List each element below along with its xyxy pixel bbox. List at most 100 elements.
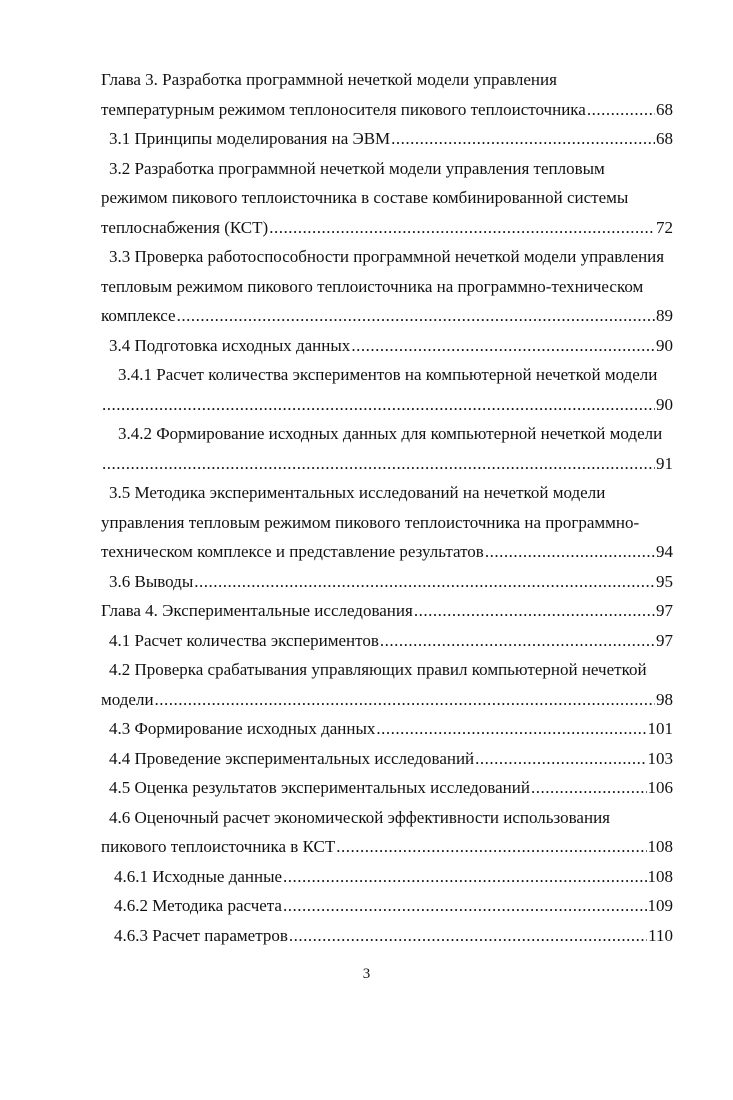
- toc-entry-title: комплексе: [101, 306, 176, 325]
- toc-page-number: 98: [656, 689, 673, 709]
- toc-entry-title: температурным режимом теплоносителя пико…: [101, 99, 586, 119]
- toc-page-number: 68: [656, 129, 673, 148]
- toc-entry-title: техническом комплексе и представление ре…: [101, 542, 484, 561]
- toc-line: 4.3 Формирование исходных данных 101: [101, 714, 673, 744]
- toc-line: модели 98: [101, 685, 673, 715]
- toc-entry[interactable]: 3.2 Разработка программной нечеткой моде…: [101, 154, 673, 243]
- toc-page-number: 89: [656, 306, 673, 325]
- toc-entry-title: 3.4 Подготовка исходных данных: [109, 335, 351, 355]
- dot-leader: [194, 567, 655, 597]
- toc-line: 4.6.3 Расчет параметров 110: [101, 921, 673, 951]
- toc-entry[interactable]: 4.5 Оценка результатов экспериментальных…: [101, 773, 673, 803]
- dot-leader: [587, 95, 655, 125]
- toc-entry-title: 4.6.1 Исходные данные: [114, 866, 283, 886]
- dot-leader: [269, 213, 655, 243]
- dot-leader: [155, 685, 655, 715]
- toc-entry-title: режимом пикового теплоисточника в состав…: [101, 188, 629, 207]
- toc-entry-title: 4.6.2 Методика расчета: [114, 896, 282, 915]
- toc-page-number: 108: [647, 866, 674, 886]
- toc-entry-title: 4.6 Оценочный расчет экономической эффек…: [109, 807, 610, 827]
- toc-entry[interactable]: 3.6 Выводы 95: [101, 567, 673, 597]
- toc-entry-title: 3.4.2 Формирование исходных данных для к…: [118, 424, 663, 443]
- toc-entry-title: теплоснабжения (КСТ): [101, 217, 269, 237]
- dot-leader: [336, 832, 646, 862]
- toc-page-number: 68: [656, 99, 673, 119]
- toc-entry-title: 3.2 Разработка программной нечеткой моде…: [109, 158, 605, 178]
- toc-entry[interactable]: 4.2 Проверка срабатывания управляющих пр…: [101, 655, 673, 714]
- toc-entry-title: 4.2 Проверка срабатывания управляющих пр…: [109, 660, 647, 679]
- toc-line: 91: [101, 449, 673, 479]
- toc-entry-title: модели: [101, 689, 154, 709]
- toc-entry-title: 3.1 Принципы моделирования на ЭВМ: [109, 129, 391, 148]
- dot-leader: [391, 124, 655, 154]
- toc-page-number: 97: [656, 630, 673, 650]
- toc-line: 3.5 Методика экспериментальных исследова…: [101, 478, 673, 508]
- toc-entry-title: управления тепловым режимом пикового теп…: [101, 512, 640, 532]
- dot-leader: [289, 921, 647, 951]
- toc-entry-title: 3.4.1 Расчет количества экспериментов на…: [118, 365, 658, 384]
- toc-entry[interactable]: 3.3 Проверка работоспособности программн…: [101, 242, 673, 331]
- dot-leader: [475, 744, 646, 774]
- toc-entry-title: 4.1 Расчет количества экспериментов: [109, 630, 379, 650]
- toc-line: режимом пикового теплоисточника в состав…: [101, 183, 673, 213]
- toc-entry-title: 4.4 Проведение экспериментальных исследо…: [109, 748, 475, 768]
- dot-leader: [283, 891, 647, 921]
- toc-line: 4.6 Оценочный расчет экономической эффек…: [101, 803, 673, 833]
- toc-entry[interactable]: 4.4 Проведение экспериментальных исследо…: [101, 744, 673, 774]
- toc-entry[interactable]: 3.1 Принципы моделирования на ЭВМ 68: [101, 124, 673, 154]
- toc-entry[interactable]: 4.6.1 Исходные данные 108: [101, 862, 673, 892]
- toc-page-number: 101: [647, 719, 674, 738]
- dot-leader: [531, 773, 647, 803]
- toc-page-number: 108: [647, 837, 674, 856]
- toc-page-number: 109: [647, 896, 674, 915]
- toc-entry-title: тепловым режимом пикового теплоисточника…: [101, 276, 644, 296]
- toc-line: техническом комплексе и представление ре…: [101, 537, 673, 567]
- toc-page-number: 91: [656, 453, 673, 473]
- toc-line: 3.2 Разработка программной нечеткой моде…: [101, 154, 673, 184]
- toc-entry-title: 3.6 Выводы: [109, 571, 194, 591]
- toc-entry[interactable]: 3.5 Методика экспериментальных исследова…: [101, 478, 673, 567]
- toc-line: теплоснабжения (КСТ) 72: [101, 213, 673, 243]
- dot-leader: [351, 331, 655, 361]
- toc-page-number: 72: [656, 217, 673, 237]
- toc-entry[interactable]: 4.3 Формирование исходных данных 101: [101, 714, 673, 744]
- dot-leader: [376, 714, 646, 744]
- toc-page-number: 95: [656, 571, 673, 591]
- toc-entry-title: Глава 4. Экспериментальные исследования: [101, 601, 413, 620]
- toc-line: Глава 4. Экспериментальные исследования 9…: [101, 596, 673, 626]
- toc-line: пикового теплоисточника в КСТ 108: [101, 832, 673, 862]
- dot-leader: [380, 626, 655, 656]
- toc-page-number: 110: [648, 925, 673, 945]
- toc-entry[interactable]: 3.4.2 Формирование исходных данных для к…: [101, 419, 673, 478]
- toc-page-number: 90: [656, 394, 673, 414]
- toc-entry-title: Глава 3. Разработка программной нечеткой…: [101, 70, 557, 89]
- toc-entry[interactable]: Глава 4. Экспериментальные исследования 9…: [101, 596, 673, 626]
- toc-entry[interactable]: 4.1 Расчет количества экспериментов 97: [101, 626, 673, 656]
- toc-entry[interactable]: 4.6.3 Расчет параметров 110: [101, 921, 673, 951]
- toc-entry-title: 3.3 Проверка работоспособности программн…: [109, 247, 665, 266]
- toc-line: 3.6 Выводы 95: [101, 567, 673, 597]
- toc-entry[interactable]: Глава 3. Разработка программной нечеткой…: [101, 65, 673, 124]
- toc-line: 4.2 Проверка срабатывания управляющих пр…: [101, 655, 673, 685]
- toc-entry[interactable]: 3.4 Подготовка исходных данных 90: [101, 331, 673, 361]
- toc-line: 3.3 Проверка работоспособности программн…: [101, 242, 673, 272]
- toc-page-number: 103: [647, 748, 674, 768]
- table-of-contents: Глава 3. Разработка программной нечеткой…: [101, 65, 673, 950]
- toc-line: 3.4.1 Расчет количества экспериментов на…: [101, 360, 673, 390]
- dot-leader: [485, 537, 655, 567]
- toc-line: 4.5 Оценка результатов экспериментальных…: [101, 773, 673, 803]
- toc-entry[interactable]: 4.6.2 Методика расчета 109: [101, 891, 673, 921]
- dot-leader: [102, 390, 655, 420]
- toc-entry[interactable]: 3.4.1 Расчет количества экспериментов на…: [101, 360, 673, 419]
- toc-entry[interactable]: 4.6 Оценочный расчет экономической эффек…: [101, 803, 673, 862]
- toc-page-number: 90: [656, 335, 673, 355]
- toc-entry-title: 3.5 Методика экспериментальных исследова…: [109, 483, 606, 502]
- toc-line: 3.1 Принципы моделирования на ЭВМ 68: [101, 124, 673, 154]
- toc-entry-title: 4.5 Оценка результатов экспериментальных…: [109, 778, 530, 797]
- dot-leader: [283, 862, 646, 892]
- toc-line: 3.4 Подготовка исходных данных 90: [101, 331, 673, 361]
- toc-line: комплексе 89: [101, 301, 673, 331]
- toc-entry-title: 4.3 Формирование исходных данных: [109, 719, 376, 738]
- toc-entry-title: пикового теплоисточника в КСТ: [101, 837, 336, 856]
- toc-page-number: 106: [647, 778, 674, 797]
